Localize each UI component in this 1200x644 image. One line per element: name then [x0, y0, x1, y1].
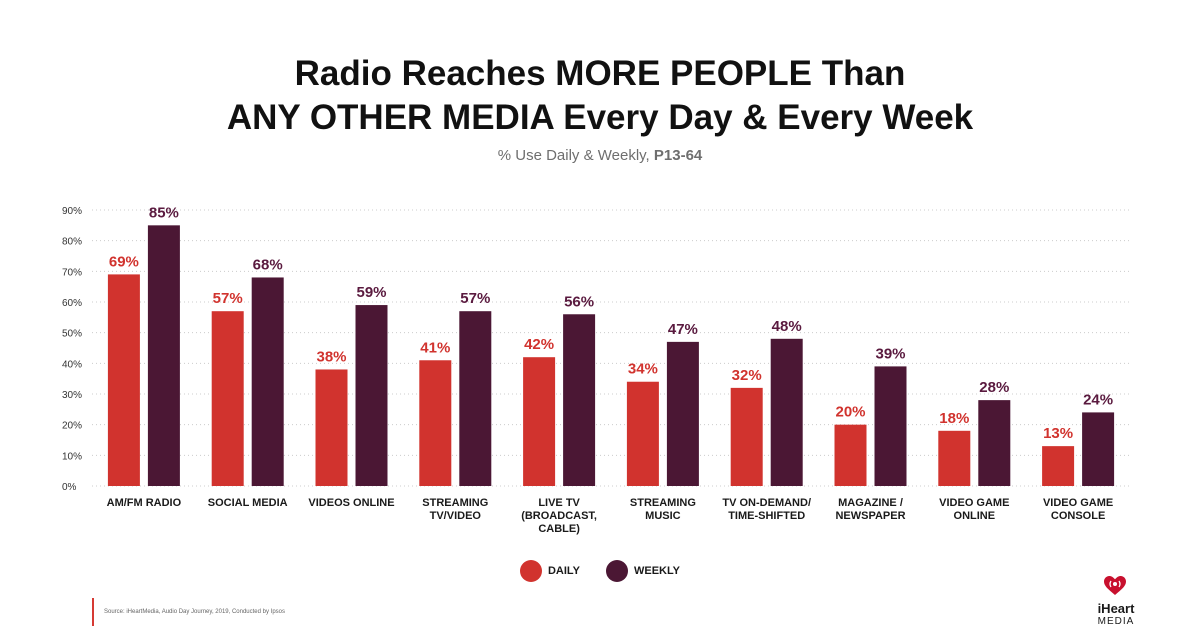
bar-weekly [770, 338, 803, 486]
data-label-daily: 42% [524, 336, 554, 353]
bar-chart: 0% 10% 20% 30% 40% 50% 60% 70% 80% 90% 69% 85% AM/FM… [62, 204, 1130, 535]
subtitle-prefix: % Use Daily & Weekly, [497, 147, 654, 164]
data-label-daily: 38% [316, 348, 346, 365]
data-label-daily: 18% [939, 410, 969, 427]
iheart-logo-icon [1096, 572, 1136, 602]
x-category-label: LIVE TV [538, 497, 580, 509]
iheart-media-logo: iHeart MEDIA [1076, 572, 1156, 628]
x-category-label: STREAMING [422, 497, 488, 509]
source-text: Source: iHeartMedia, Audio Day Journey, … [104, 609, 285, 615]
x-category-label: CONSOLE [1051, 510, 1105, 522]
x-category-label: TV/VIDEO [430, 510, 482, 522]
data-label-weekly: 47% [668, 321, 698, 338]
bar-daily [419, 360, 452, 486]
logo-text-media: MEDIA [1097, 616, 1135, 627]
title-line-2: ANY OTHER MEDIA Every Day & Every Week [226, 98, 974, 137]
x-category-label: VIDEO GAME [939, 497, 1009, 509]
y-tick-label: 20% [62, 421, 82, 432]
legend-label-daily: DAILY [547, 565, 580, 577]
bar-weekly [874, 366, 907, 486]
title-line-1: Radio Reaches MORE PEOPLE Than [294, 54, 906, 93]
y-tick-label: 50% [62, 329, 82, 340]
bar-daily [1042, 446, 1075, 486]
bar-daily [315, 369, 348, 486]
x-category-label: CABLE) [538, 523, 580, 535]
bar-weekly [978, 400, 1011, 486]
x-category-label: MAGAZINE / [838, 497, 903, 509]
data-label-daily: 69% [109, 253, 139, 270]
logo-text-iheart: iHeart [1097, 601, 1135, 616]
bar-daily [834, 424, 867, 486]
data-label-weekly: 39% [875, 345, 905, 362]
bar-weekly [251, 277, 284, 486]
x-category-label: VIDEOS ONLINE [308, 497, 394, 509]
x-category-label: NEWSPAPER [835, 510, 905, 522]
x-category-label: TIME-SHIFTED [728, 510, 805, 522]
x-category-label: (BROADCAST, [521, 510, 597, 522]
chart-subtitle: % Use Daily & Weekly, P13-64 [0, 147, 1200, 164]
x-category-label: TV ON-DEMAND/ [722, 497, 811, 509]
heart-icon [1104, 576, 1126, 595]
x-category-label: MUSIC [645, 510, 681, 522]
subtitle-bold: P13-64 [653, 147, 703, 164]
bar-daily [938, 430, 971, 486]
y-tick-label: 90% [62, 206, 82, 217]
bar-weekly [459, 311, 492, 486]
y-tick-label: 40% [62, 359, 82, 370]
x-category-label: VIDEO GAME [1043, 497, 1113, 509]
data-label-daily: 20% [835, 404, 865, 421]
bar-daily [730, 387, 763, 486]
data-label-weekly: 68% [253, 256, 283, 273]
legend-item-weekly: WEEKLY [605, 560, 681, 582]
data-label-daily: 34% [628, 361, 658, 378]
legend-item-daily: DAILY [519, 560, 580, 582]
data-label-weekly: 85% [149, 204, 179, 221]
data-label-weekly: 56% [564, 293, 594, 310]
y-tick-label: 30% [62, 390, 82, 401]
bar-weekly [563, 314, 596, 486]
x-category-label: AM/FM RADIO [107, 497, 182, 509]
chart-legend: DAILY WEEKLY [0, 560, 1200, 582]
bar-weekly [355, 305, 388, 486]
bar-weekly [147, 225, 180, 487]
data-label-weekly: 59% [356, 284, 386, 301]
bar-weekly [1082, 412, 1115, 486]
data-label-daily: 32% [732, 367, 762, 384]
bar-daily [107, 274, 140, 486]
bar-daily [523, 357, 556, 486]
data-label-weekly: 24% [1083, 391, 1113, 408]
data-label-weekly: 28% [979, 379, 1009, 396]
bar-daily [211, 311, 244, 486]
legend-swatch-weekly [605, 560, 628, 582]
x-category-label: STREAMING [630, 497, 696, 509]
legend-label-weekly: WEEKLY [633, 565, 681, 577]
bar-daily [626, 381, 659, 486]
source-note: Source: iHeartMedia, Audio Day Journey, … [92, 598, 285, 626]
chart-title: Radio Reaches MORE PEOPLE Than ANY OTHER… [0, 52, 1200, 140]
y-tick-label: 10% [62, 451, 82, 462]
data-label-daily: 41% [420, 339, 450, 356]
data-label-weekly: 57% [460, 290, 490, 307]
y-tick-label: 80% [62, 237, 82, 248]
legend-swatch-daily [519, 560, 542, 582]
data-label-daily: 13% [1043, 425, 1073, 442]
data-label-weekly: 48% [772, 318, 802, 335]
x-category-label: ONLINE [954, 510, 996, 522]
y-tick-label: 60% [62, 298, 82, 309]
y-tick-label: 0% [62, 482, 77, 493]
data-label-daily: 57% [213, 290, 243, 307]
x-category-label: SOCIAL MEDIA [208, 497, 288, 509]
y-tick-label: 70% [62, 267, 82, 278]
bar-weekly [666, 341, 699, 486]
